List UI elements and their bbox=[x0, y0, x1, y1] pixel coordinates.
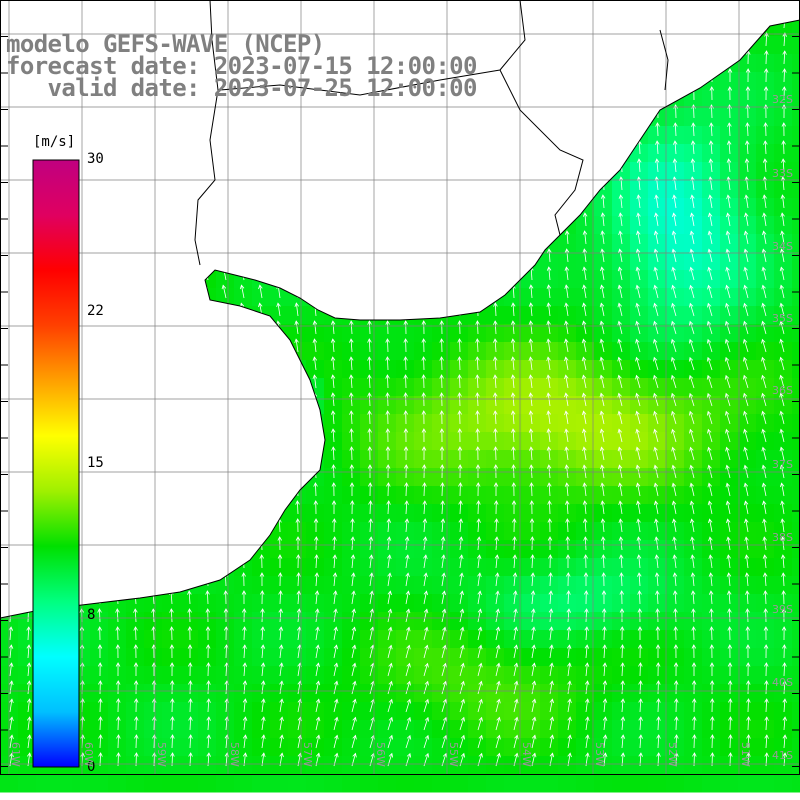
colorbar-gradient bbox=[32, 159, 80, 768]
colorbar-tick: 0 bbox=[87, 759, 96, 775]
lat-label: 34S bbox=[772, 240, 793, 253]
lat-label: 35S bbox=[772, 312, 793, 325]
title-valid-date: valid date: 2023-07-25 12:00:00 bbox=[6, 74, 478, 102]
title-forecast-date: forecast date: 2023-07-15 12:00:00 bbox=[6, 52, 477, 80]
lon-label: 58W bbox=[228, 742, 241, 767]
title-model: modelo GEFS-WAVE (NCEP) bbox=[6, 30, 325, 58]
colorbar-tick: 22 bbox=[87, 303, 104, 319]
lon-label: 61W bbox=[9, 742, 22, 767]
lon-label: 55W bbox=[447, 742, 460, 767]
lon-label: 53W bbox=[593, 742, 606, 767]
country-borders bbox=[194, 0, 669, 266]
lon-label: 51W bbox=[739, 742, 752, 767]
lat-label: 32S bbox=[772, 93, 793, 106]
lat-label: 41S bbox=[772, 749, 793, 762]
lat-label: 36S bbox=[772, 384, 793, 397]
lon-label: 57W bbox=[301, 742, 314, 767]
lat-label: 37S bbox=[772, 458, 793, 471]
lon-label: 60W bbox=[82, 742, 95, 767]
lon-label: 56W bbox=[374, 742, 387, 767]
lon-label: 59W bbox=[155, 742, 168, 767]
colorbar-unit: [m/s] bbox=[33, 134, 76, 150]
lon-label: 54W bbox=[520, 742, 533, 767]
colorbar bbox=[32, 159, 80, 768]
land-mass bbox=[0, 0, 800, 618]
lat-label: 39S bbox=[772, 603, 793, 616]
lat-label: 38S bbox=[772, 531, 793, 544]
coastline bbox=[0, 19, 800, 619]
graticule bbox=[0, 0, 800, 775]
lat-label: 40S bbox=[772, 676, 793, 689]
colorbar-tick: 8 bbox=[87, 607, 96, 623]
colorbar-tick: 30 bbox=[87, 151, 104, 167]
lat-label: 33S bbox=[772, 167, 793, 180]
colorbar-tick: 15 bbox=[87, 455, 104, 471]
lon-label: 52W bbox=[666, 742, 679, 767]
